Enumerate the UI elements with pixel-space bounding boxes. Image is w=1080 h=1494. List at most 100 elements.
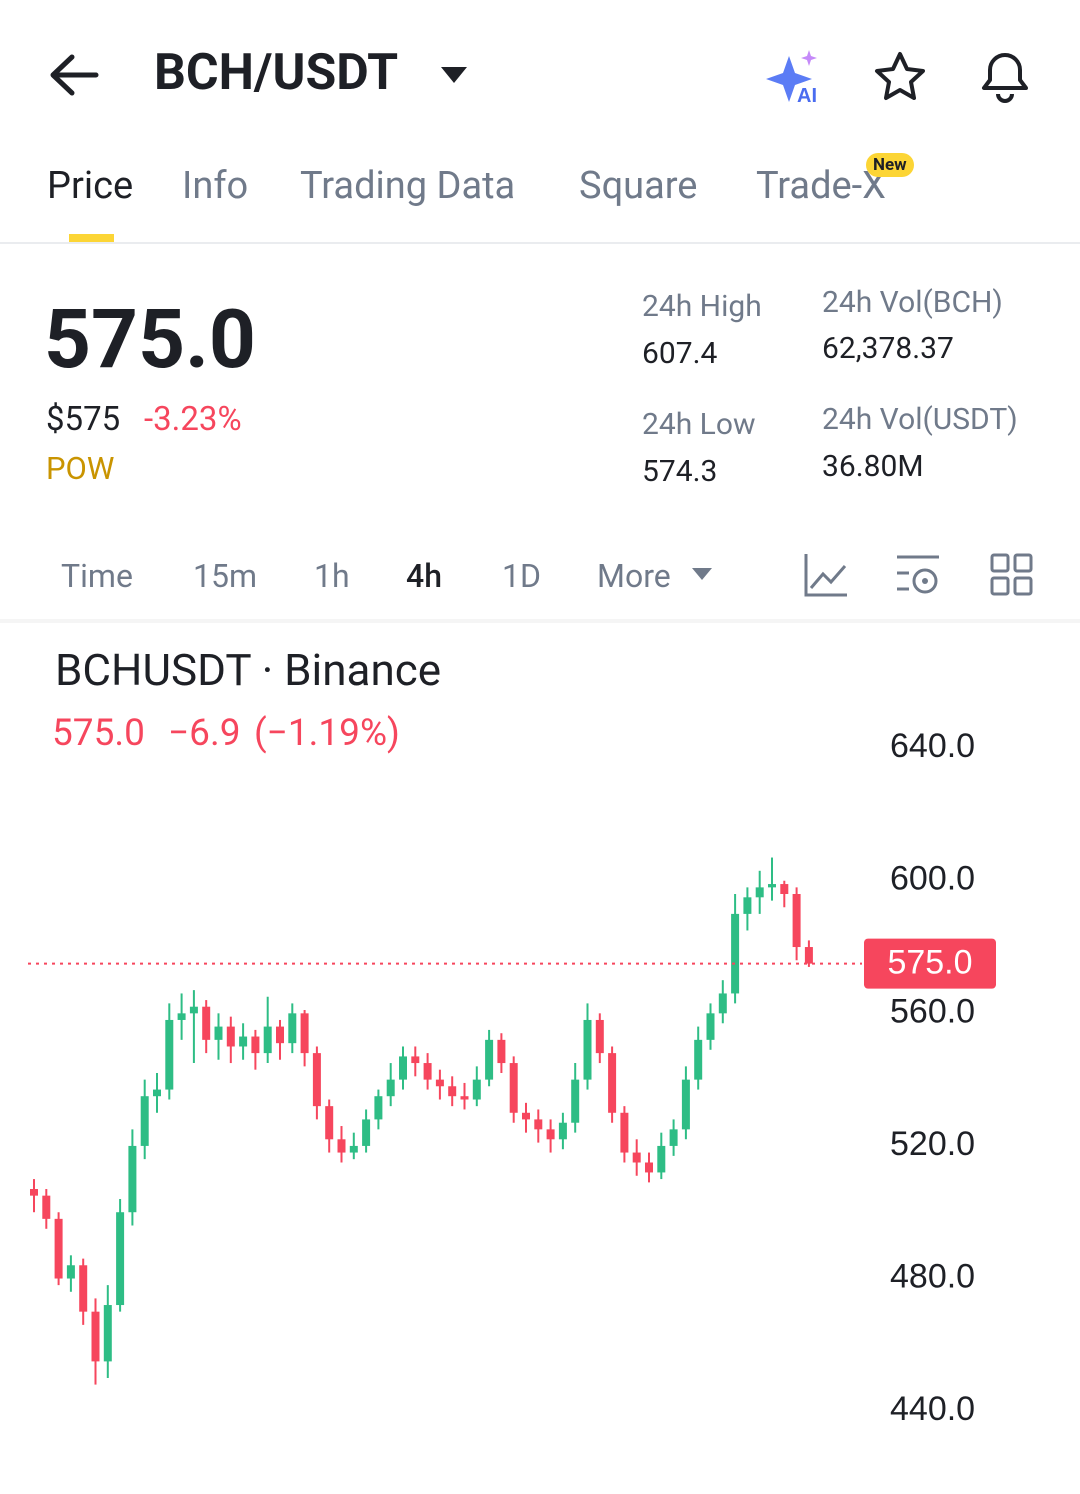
- candle-body: [608, 1053, 617, 1113]
- last-price-label: 575.0: [887, 944, 972, 982]
- candle-body: [546, 1129, 555, 1140]
- interval[interactable]: 1D: [502, 557, 541, 595]
- candle-body: [300, 1013, 309, 1054]
- candle-body: [681, 1079, 690, 1130]
- layout-icon[interactable]: [990, 553, 1034, 597]
- stat-value: 36.80M: [822, 449, 924, 484]
- interval-active[interactable]: 4h: [406, 557, 442, 595]
- candle-body: [743, 897, 752, 914]
- candle-body: [189, 1006, 198, 1014]
- y-tick-label: 440.0: [890, 1390, 975, 1428]
- candle-body: [645, 1162, 653, 1173]
- tab[interactable]: Info: [182, 164, 249, 208]
- pair-title[interactable]: BCH/USDT: [154, 44, 399, 102]
- chart-percent: (−1.19%): [254, 712, 400, 755]
- candle-body: [731, 913, 740, 994]
- settings-icon[interactable]: [895, 553, 941, 599]
- candle-body: [755, 887, 764, 898]
- last-price: 575.0: [44, 292, 256, 388]
- y-tick-label: 640.0: [890, 727, 975, 765]
- tab[interactable]: Trade-X: [756, 164, 886, 208]
- favorite-button[interactable]: [872, 50, 928, 102]
- candle-body: [91, 1311, 100, 1362]
- candle-body: [669, 1129, 678, 1146]
- candle-body: [165, 1019, 174, 1090]
- change-percent: -3.23%: [144, 400, 242, 439]
- candle-body: [362, 1119, 371, 1146]
- candle-body: [214, 1026, 223, 1040]
- interval-more[interactable]: More: [597, 557, 671, 595]
- tab[interactable]: Price: [47, 164, 134, 208]
- candle-body: [116, 1212, 125, 1306]
- candle-body: [202, 1006, 211, 1040]
- candle-body: [128, 1145, 137, 1213]
- candle-body: [632, 1152, 641, 1163]
- candle-body: [79, 1265, 88, 1312]
- stat-label: 24h Vol(BCH): [822, 285, 1003, 320]
- divider: [0, 242, 1080, 244]
- candle-body: [288, 1013, 297, 1044]
- candle-body: [509, 1063, 518, 1113]
- candle-body: [423, 1063, 432, 1080]
- y-tick-label: 560.0: [890, 992, 975, 1030]
- candle-body: [251, 1036, 260, 1054]
- candlestick-chart: 640.0 600.0 560.0 520.0 480.0 440.0 575.0: [28, 727, 996, 1428]
- candle-body: [386, 1079, 395, 1097]
- y-tick-label: 520.0: [890, 1125, 975, 1163]
- candle-body: [448, 1086, 457, 1097]
- candle-body: [140, 1096, 149, 1146]
- back-button[interactable]: [48, 52, 100, 98]
- candle-body: [399, 1056, 407, 1080]
- candle-body: [54, 1218, 63, 1279]
- stat-value: 62,378.37: [822, 331, 954, 366]
- candle-body: [325, 1106, 334, 1140]
- candle-body: [522, 1112, 530, 1120]
- tab[interactable]: Square: [579, 164, 698, 208]
- candle-body: [558, 1122, 567, 1140]
- chart-title: BCHUSDT · Binance: [55, 644, 442, 696]
- candle-body: [226, 1026, 235, 1047]
- chart-change: −6.9: [168, 712, 241, 755]
- candle-body: [177, 1013, 186, 1020]
- candle-body: [411, 1056, 420, 1064]
- pair-caret[interactable]: [440, 66, 468, 86]
- candle-body: [595, 1019, 604, 1054]
- tab[interactable]: Trading Data: [300, 164, 516, 208]
- candle-body: [804, 947, 813, 964]
- candle-body: [706, 1013, 715, 1040]
- stat-label: 24h High: [642, 289, 762, 324]
- interval[interactable]: 15m: [193, 557, 258, 595]
- indicator-icon[interactable]: [803, 552, 849, 598]
- candle-body: [571, 1079, 580, 1123]
- tag[interactable]: POW: [46, 450, 115, 487]
- candle-body: [239, 1036, 248, 1047]
- candle-body: [153, 1089, 161, 1097]
- y-tick-label: 480.0: [890, 1258, 975, 1296]
- candle-body: [30, 1189, 38, 1196]
- candle-body: [103, 1305, 112, 1362]
- stat-label: 24h Vol(USDT): [822, 402, 1018, 437]
- svg-text:AI: AI: [797, 85, 817, 104]
- y-tick-label: 600.0: [890, 860, 975, 898]
- divider: [0, 619, 1080, 623]
- alert-button[interactable]: [976, 46, 1034, 104]
- active-tab-indicator: [69, 234, 114, 242]
- candle-body: [694, 1039, 703, 1080]
- candle-body: [66, 1265, 75, 1279]
- candle-body: [460, 1096, 469, 1100]
- more-caret: [692, 568, 712, 580]
- interval[interactable]: Time: [61, 557, 133, 595]
- candle-body: [435, 1079, 444, 1087]
- stat-value: 574.3: [642, 454, 718, 489]
- interval[interactable]: 1h: [314, 557, 350, 595]
- candle-body: [276, 1026, 284, 1044]
- candle-body: [620, 1112, 629, 1153]
- candle-body: [312, 1053, 321, 1107]
- candle-body: [337, 1139, 346, 1153]
- candle-body: [583, 1019, 592, 1080]
- ai-icon[interactable]: AI: [765, 48, 827, 104]
- candle-body: [657, 1145, 666, 1173]
- stat-value: 607.4: [642, 336, 718, 371]
- candle-body: [780, 884, 789, 894]
